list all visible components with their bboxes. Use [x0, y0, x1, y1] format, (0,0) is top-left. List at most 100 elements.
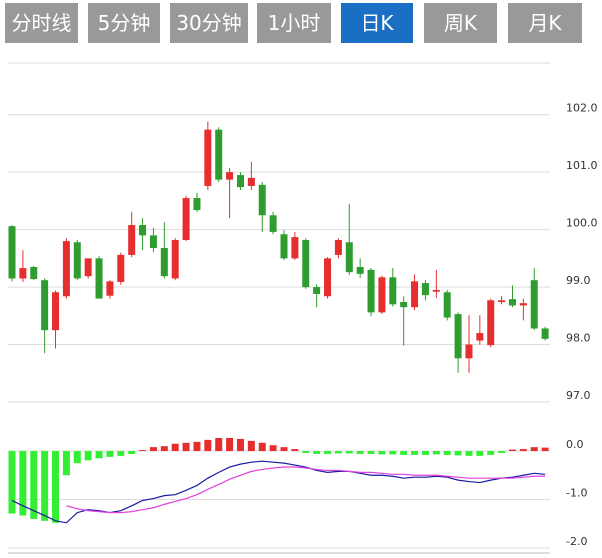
macd-bar — [487, 451, 495, 455]
macd-bar — [498, 451, 506, 453]
macd-bar — [226, 437, 234, 452]
macd-bar — [508, 449, 516, 452]
macd-bar — [334, 451, 342, 454]
period-tab[interactable]: 分时线 — [5, 3, 78, 43]
macd-bar — [421, 451, 429, 455]
macd-bar — [378, 451, 386, 455]
candle-body — [454, 314, 462, 359]
macd-bar — [313, 451, 321, 454]
macd-bar — [106, 451, 114, 457]
y-tick-label: -2.0 — [566, 535, 587, 548]
macd-bar — [356, 451, 364, 454]
period-tab[interactable]: 日K — [341, 3, 413, 43]
period-tab[interactable]: 30分钟 — [170, 3, 248, 43]
macd-bar — [291, 449, 299, 452]
candle-body — [247, 177, 255, 186]
period-tab[interactable]: 5分钟 — [88, 3, 160, 43]
macd-bar — [476, 451, 484, 456]
macd-bar — [149, 447, 157, 452]
candle-body — [269, 215, 277, 232]
candle-body — [432, 289, 440, 292]
candle-body — [160, 248, 168, 277]
candle-body — [117, 254, 125, 282]
candle-body — [367, 269, 375, 313]
macd-bar — [128, 451, 136, 454]
candle-body — [443, 292, 451, 318]
macd-bar — [182, 442, 190, 452]
macd-bar — [432, 451, 440, 455]
candle-body — [378, 277, 386, 313]
candle-body — [149, 235, 157, 249]
candle-body — [302, 239, 310, 288]
macd-bar — [62, 451, 70, 476]
candle-body — [280, 234, 288, 259]
period-tab[interactable]: 1小时 — [257, 3, 331, 43]
macd-bar — [139, 450, 147, 452]
y-tick-label: 99.0 — [566, 274, 591, 287]
candle-body — [226, 172, 234, 180]
y-tick-label: 0.0 — [566, 438, 584, 451]
candle-body — [73, 242, 81, 279]
y-tick-label: 101.0 — [566, 159, 598, 172]
macd-bar — [465, 451, 473, 456]
candle-body — [236, 175, 244, 188]
candle-body — [345, 242, 353, 273]
candle-body — [52, 292, 60, 331]
candle-body — [487, 300, 495, 346]
macd-bar — [302, 451, 310, 453]
macd-bar — [19, 451, 27, 516]
macd-bar — [269, 445, 277, 452]
candle-body — [106, 281, 114, 296]
macd-bar — [258, 442, 266, 452]
macd-bar — [41, 451, 49, 521]
macd-bar — [160, 446, 168, 452]
candle-body — [95, 258, 103, 299]
macd-bar — [8, 451, 16, 514]
candle-body — [139, 225, 147, 236]
candle-body — [530, 280, 538, 329]
macd-bar — [30, 451, 38, 519]
candle-body — [389, 277, 397, 305]
y-tick-label: 100.0 — [566, 217, 598, 230]
macd-bar — [519, 449, 527, 452]
y-tick-label: -1.0 — [566, 487, 587, 500]
candle-body — [84, 258, 92, 277]
candle-body — [476, 333, 484, 341]
macd-bar — [389, 451, 397, 455]
candle-body — [508, 299, 516, 306]
period-tab[interactable]: 周K — [424, 3, 497, 43]
candle-body — [62, 241, 70, 297]
period-tabs: 分时线 5分钟 30分钟 1小时 日K 周K 月K — [0, 0, 602, 46]
candle-body — [215, 129, 223, 180]
macd-bar — [530, 447, 538, 452]
macd-bar — [117, 451, 125, 456]
candle-body — [171, 239, 179, 279]
candle-body — [356, 266, 364, 274]
macd-bar — [400, 451, 408, 455]
candle-body — [41, 280, 49, 331]
macd-bar — [411, 451, 419, 455]
candle-body — [411, 281, 419, 308]
y-tick-label: 98.0 — [566, 332, 591, 345]
macd-bar — [73, 451, 81, 464]
candle-body — [313, 287, 321, 294]
macd-bar — [84, 451, 92, 461]
macd-bar — [280, 447, 288, 452]
macd-bar — [215, 437, 223, 452]
candle-body — [291, 237, 299, 259]
macd-bar — [367, 451, 375, 454]
period-tab[interactable]: 月K — [508, 3, 582, 43]
candle-body — [421, 283, 429, 296]
macd-bar — [52, 451, 60, 523]
macd-bar — [324, 451, 332, 454]
candle-body — [204, 129, 212, 186]
dif-line — [11, 460, 546, 524]
candle-body — [519, 303, 527, 306]
macd-bar — [443, 451, 451, 455]
candle-body — [30, 266, 38, 280]
macd-bar — [193, 441, 201, 452]
macd-bar — [95, 451, 103, 459]
macd-bar — [247, 440, 255, 452]
